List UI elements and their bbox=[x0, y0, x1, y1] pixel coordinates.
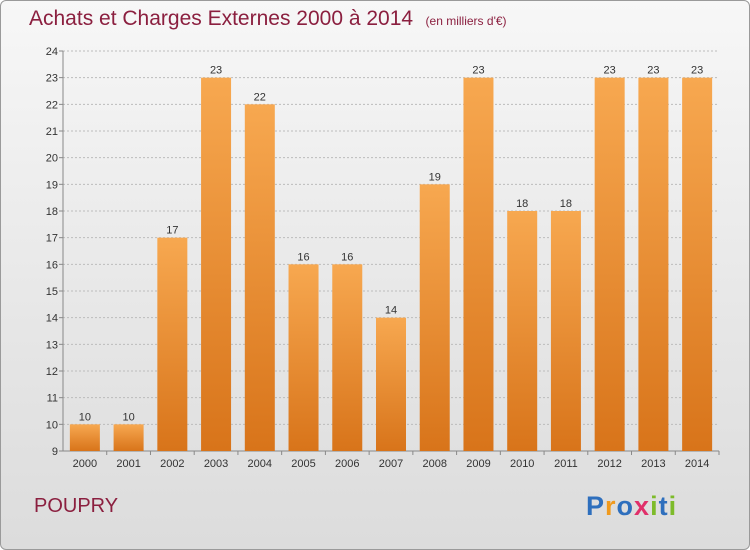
logo-letter: t bbox=[658, 491, 669, 521]
x-tick-label: 2009 bbox=[466, 458, 490, 470]
x-tick-label: 2003 bbox=[204, 458, 228, 470]
data-label: 22 bbox=[254, 91, 266, 103]
bar-2000 bbox=[69, 424, 100, 451]
bar-2014 bbox=[682, 77, 713, 452]
y-tick-label: 12 bbox=[46, 366, 58, 378]
data-label: 23 bbox=[210, 65, 222, 77]
y-tick-label: 22 bbox=[46, 99, 58, 111]
bars bbox=[69, 77, 713, 452]
bar-2008 bbox=[419, 184, 450, 452]
x-tick-label: 2014 bbox=[685, 458, 709, 470]
data-label: 19 bbox=[429, 171, 441, 183]
axes: 9 10 11 12 13 14 15 16 17 18 19 20 21 22 23 24 2000 2001 2… bbox=[46, 46, 720, 470]
bar-2010 bbox=[507, 211, 538, 451]
y-tick-label: 13 bbox=[46, 339, 58, 351]
logo-letter: o bbox=[616, 491, 635, 521]
x-tick-label: 2006 bbox=[335, 458, 359, 470]
x-tick-label: 2013 bbox=[641, 458, 665, 470]
y-tick-label: 10 bbox=[46, 419, 58, 431]
x-tick-label: 2010 bbox=[510, 458, 534, 470]
data-label: 18 bbox=[516, 198, 528, 210]
data-label: 16 bbox=[341, 251, 353, 263]
logo-letter: x bbox=[634, 491, 651, 521]
bar-2011 bbox=[550, 211, 581, 451]
bar-2003 bbox=[201, 77, 232, 452]
bar-2013 bbox=[638, 77, 669, 452]
y-tick-label: 11 bbox=[47, 393, 58, 405]
data-label: 18 bbox=[560, 198, 572, 210]
y-tick-label: 17 bbox=[46, 233, 58, 245]
proxiti-logo[interactable]: Proxiti bbox=[586, 491, 677, 522]
bar-2005 bbox=[288, 264, 319, 451]
chart-title: Achats et Charges Externes 2000 à 2014 bbox=[29, 7, 414, 30]
y-tick-label: 20 bbox=[46, 153, 58, 165]
y-tick-label: 18 bbox=[46, 206, 58, 218]
commune-name: POUPRY bbox=[34, 495, 119, 517]
x-tick-label: 2008 bbox=[422, 458, 446, 470]
data-labels: 10 10 17 23 22 16 16 14 19 23 18 18 23 23 23 bbox=[79, 65, 704, 424]
x-tick-label: 2011 bbox=[554, 458, 578, 470]
y-tick-label: 23 bbox=[46, 73, 58, 85]
y-tick-label: 24 bbox=[46, 46, 58, 58]
y-tick-label: 21 bbox=[46, 126, 58, 138]
data-label: 10 bbox=[122, 411, 134, 423]
logo-letter: P bbox=[586, 491, 606, 521]
logo-letter: i bbox=[650, 491, 659, 521]
y-tick-label: 14 bbox=[46, 313, 58, 325]
y-tick-label: 9 bbox=[52, 446, 58, 458]
y-tick-label: 15 bbox=[46, 286, 58, 298]
x-tick-label: 2002 bbox=[160, 458, 184, 470]
bar-2002 bbox=[157, 237, 188, 451]
bar-2001 bbox=[113, 424, 144, 451]
data-label: 17 bbox=[166, 225, 178, 237]
data-label: 14 bbox=[385, 305, 397, 317]
logo-letter: i bbox=[668, 491, 678, 521]
data-label: 23 bbox=[472, 65, 484, 77]
x-tick-label: 2012 bbox=[597, 458, 621, 470]
bar-2006 bbox=[332, 264, 363, 451]
bar-2012 bbox=[594, 77, 625, 452]
data-label: 16 bbox=[297, 251, 309, 263]
chart-subtitle: (en milliers d'€) bbox=[425, 14, 507, 28]
x-tick-label: 2004 bbox=[248, 458, 272, 470]
x-tick-label: 2000 bbox=[73, 458, 97, 470]
y-tick-label: 19 bbox=[46, 179, 58, 191]
data-label: 10 bbox=[79, 411, 91, 423]
logo-letter: r bbox=[605, 491, 617, 521]
bar-2009 bbox=[463, 77, 494, 452]
chart-title-block: Achats et Charges Externes 2000 à 2014 (… bbox=[29, 7, 507, 31]
data-label: 23 bbox=[604, 65, 616, 77]
bar-2004 bbox=[244, 104, 275, 451]
data-label: 23 bbox=[691, 65, 703, 77]
y-tick-label: 16 bbox=[46, 259, 58, 271]
bar-2007 bbox=[376, 317, 406, 451]
data-label: 23 bbox=[647, 65, 659, 77]
x-tick-label: 2001 bbox=[116, 458, 140, 470]
x-tick-label: 2005 bbox=[291, 458, 315, 470]
x-tick-label: 2007 bbox=[379, 458, 403, 470]
